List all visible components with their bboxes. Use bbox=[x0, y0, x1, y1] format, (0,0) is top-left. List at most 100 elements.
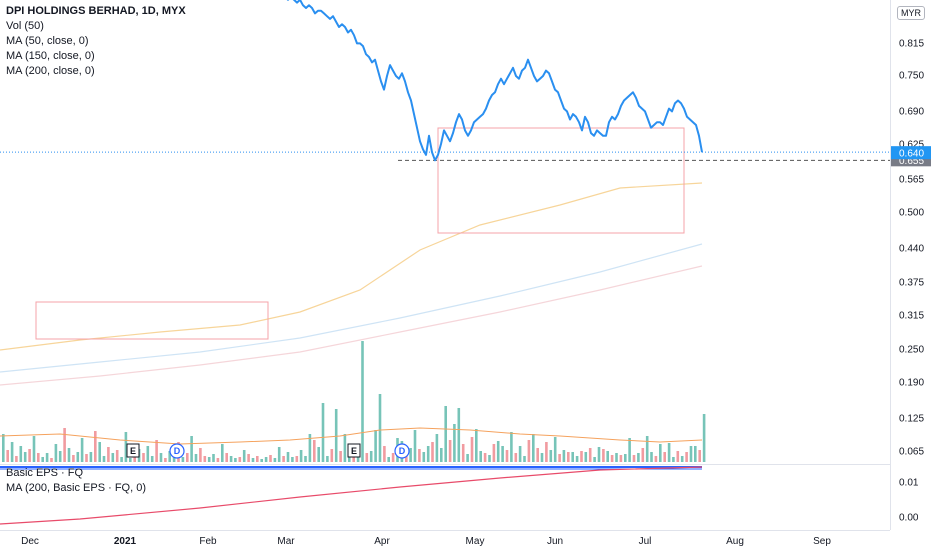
volume-bar bbox=[518, 446, 522, 462]
volume-bar bbox=[483, 453, 487, 462]
volume-bar bbox=[597, 447, 601, 462]
chart-legend: DPI HOLDINGS BERHAD, 1D, MYX Vol (50) MA… bbox=[6, 4, 186, 79]
ma50-line bbox=[0, 182, 703, 351]
price-axis-tick: 0.625 bbox=[899, 140, 924, 151]
volume-bar bbox=[286, 452, 290, 462]
volume-bar bbox=[67, 448, 71, 462]
volume-bar bbox=[667, 443, 671, 462]
price-axis-tick: 0.375 bbox=[899, 278, 924, 289]
volume-bar bbox=[387, 457, 390, 462]
volume-bar bbox=[6, 450, 9, 462]
volume-bar bbox=[702, 414, 706, 462]
volume-bar bbox=[155, 440, 158, 462]
volume-bar bbox=[619, 455, 623, 462]
volume-bar bbox=[602, 449, 605, 462]
eps-ma-line bbox=[0, 466, 703, 525]
volume-bar bbox=[2, 434, 5, 462]
eps-axis-tick: 0.00 bbox=[899, 513, 919, 524]
currency-badge[interactable]: MYR bbox=[897, 6, 925, 20]
volume-bar bbox=[461, 444, 465, 462]
legend-vol[interactable]: Vol (50) bbox=[6, 20, 44, 32]
volume-bar bbox=[150, 456, 154, 462]
volume-bar bbox=[172, 455, 176, 462]
time-axis-tick: Mar bbox=[277, 536, 295, 547]
time-axis-tick: Apr bbox=[374, 536, 390, 547]
volume-bar bbox=[514, 453, 518, 462]
volume-bar bbox=[94, 431, 97, 462]
volume-bar bbox=[326, 456, 329, 462]
volume-bar bbox=[186, 453, 189, 462]
dividend-marker bbox=[169, 443, 185, 459]
volume-bar bbox=[129, 458, 132, 462]
volume-bar bbox=[645, 436, 649, 462]
volume-bar bbox=[435, 434, 439, 462]
volume-bar bbox=[466, 454, 469, 462]
legend-ma150[interactable]: MA (150, close, 0) bbox=[6, 50, 95, 62]
volume-bar bbox=[698, 450, 701, 462]
legend-eps-ma[interactable]: MA (200, Basic EPS · FQ, 0) bbox=[6, 482, 146, 494]
ma200-line bbox=[0, 265, 703, 386]
price-axis-tick: 0.500 bbox=[899, 208, 924, 219]
volume-bar bbox=[501, 446, 504, 462]
volume-bar bbox=[142, 453, 145, 462]
volume-bar bbox=[453, 424, 456, 462]
volume-bar bbox=[107, 447, 110, 462]
volume-bar bbox=[685, 452, 688, 462]
time-axis-tick: Dec bbox=[21, 536, 39, 547]
volume-bar bbox=[216, 458, 220, 462]
legend-eps[interactable]: Basic EPS · FQ bbox=[6, 467, 84, 479]
volume-bar bbox=[540, 453, 544, 462]
volume-bar bbox=[505, 450, 509, 462]
price-axis-tick: 0.190 bbox=[899, 378, 924, 389]
volume-bar bbox=[295, 456, 299, 462]
volume-bar bbox=[628, 438, 631, 462]
volume-bar bbox=[212, 454, 215, 462]
volume-bar bbox=[575, 456, 579, 462]
volume-bar bbox=[510, 432, 513, 462]
volume-bar bbox=[624, 454, 627, 462]
volume-bar bbox=[164, 458, 167, 462]
volume-bar bbox=[339, 451, 342, 462]
volume-bar bbox=[277, 447, 281, 462]
volume-bar bbox=[545, 442, 548, 462]
volume-bar bbox=[124, 432, 128, 462]
earnings-marker bbox=[126, 443, 140, 458]
volume-bar bbox=[247, 454, 250, 462]
volume-bar bbox=[98, 442, 101, 462]
volume-bar bbox=[365, 453, 369, 462]
volume-bar bbox=[251, 458, 255, 462]
volume-bar bbox=[475, 429, 478, 462]
price-axis-tick: 0.315 bbox=[899, 311, 924, 322]
volume-bar bbox=[492, 444, 496, 462]
volume-bar bbox=[588, 448, 592, 462]
volume-bar bbox=[637, 453, 640, 462]
volume-bar bbox=[181, 457, 185, 462]
volume-bar bbox=[120, 457, 123, 462]
volume-bar bbox=[234, 458, 237, 462]
volume-bar bbox=[23, 452, 27, 462]
volume-bar bbox=[680, 456, 684, 462]
volume-bar bbox=[168, 451, 171, 462]
volume-bar bbox=[440, 448, 443, 462]
volume-bar bbox=[225, 453, 228, 462]
volume-bar bbox=[32, 436, 36, 462]
last-price-tag bbox=[891, 146, 931, 160]
volume-bar bbox=[308, 434, 312, 462]
volume-bar bbox=[115, 450, 119, 462]
price-axis-tick: 0.690 bbox=[899, 107, 924, 118]
volume-bar bbox=[313, 440, 316, 462]
volume-bar bbox=[242, 450, 246, 462]
volume-bar bbox=[19, 446, 23, 462]
volume-bar bbox=[532, 434, 535, 462]
volume-bar bbox=[15, 456, 18, 462]
volume-bar bbox=[85, 454, 88, 462]
volume-bar bbox=[584, 452, 588, 462]
volume-bar bbox=[260, 459, 263, 462]
price-axis-tick: 0.125 bbox=[899, 414, 924, 425]
legend-ma200[interactable]: MA (200, close, 0) bbox=[6, 65, 95, 77]
legend-ma50[interactable]: MA (50, close, 0) bbox=[6, 35, 89, 47]
volume-bar bbox=[558, 454, 561, 462]
volume-bar bbox=[221, 444, 224, 462]
symbol-title[interactable]: DPI HOLDINGS BERHAD, 1D, MYX bbox=[6, 5, 186, 17]
